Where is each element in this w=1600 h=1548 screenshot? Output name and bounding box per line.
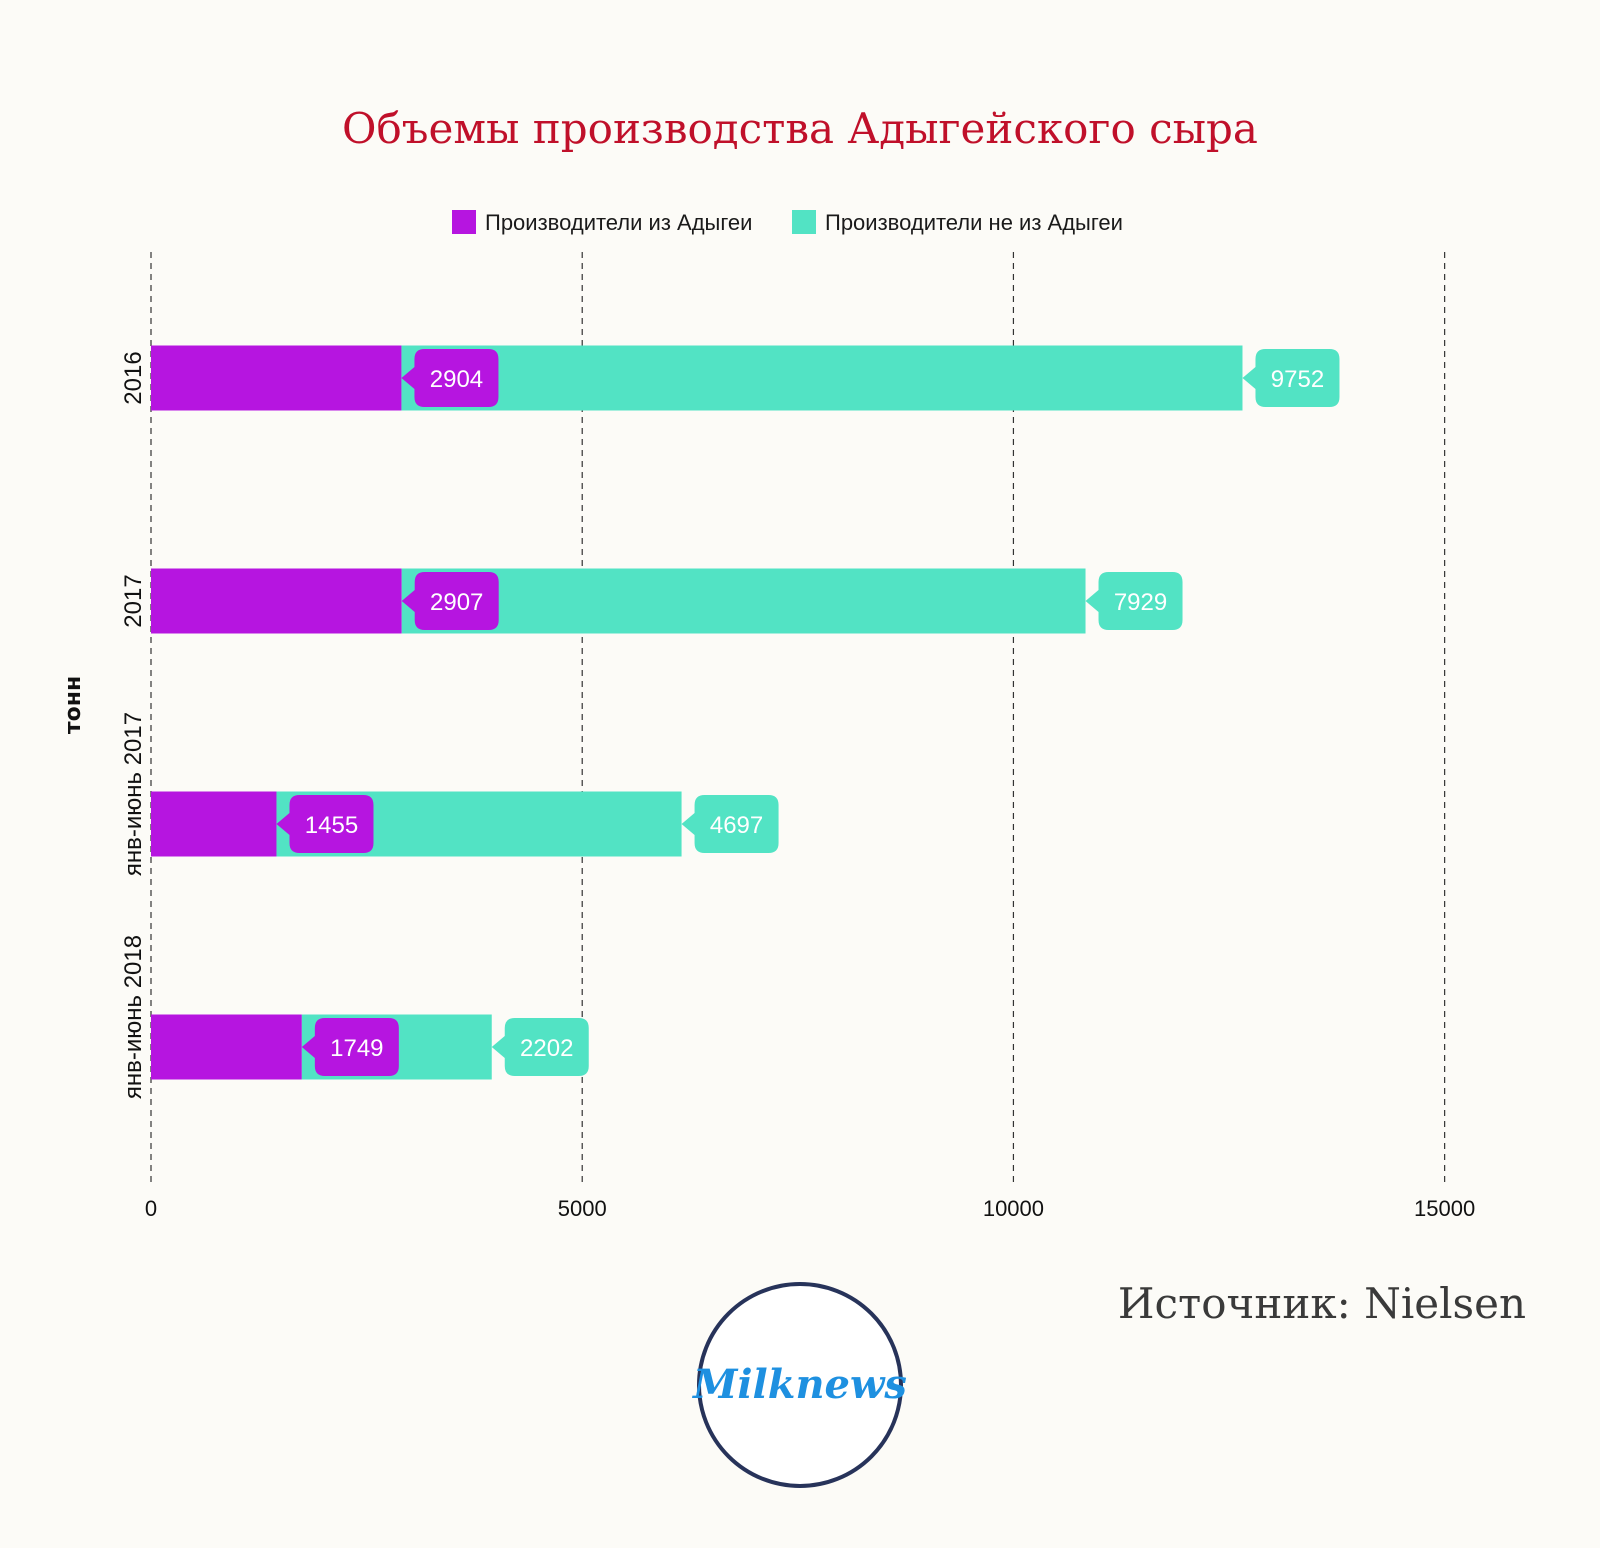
value-callout [681, 795, 779, 853]
data-label: 2904 [430, 366, 483, 393]
x-tick-label: 15000 [1414, 1196, 1475, 1221]
legend-swatch [792, 210, 816, 234]
y-category-label: янв-июнь 2017 [120, 712, 147, 876]
bar-segment [151, 791, 277, 857]
data-label: 7929 [1114, 589, 1167, 616]
value-labels: 2904 9752 2907 7929 1455 4697 1749 2202 [276, 349, 1340, 1076]
y-axis-categories: 2016 2017 янв-июнь 2017 янв-июнь 2018 [120, 351, 147, 1099]
chart-title: Объемы производства Адыгейского сыра [342, 104, 1258, 153]
value-callout [491, 1018, 589, 1076]
data-label: 9752 [1271, 366, 1324, 393]
value-callout [1085, 572, 1183, 630]
value-callout [276, 795, 374, 853]
legend-label: Производители не из Адыгеи [825, 210, 1123, 235]
y-category-label: 2016 [120, 351, 147, 404]
value-callout [401, 572, 499, 630]
data-label: 2202 [520, 1035, 573, 1062]
data-label: 1749 [330, 1035, 383, 1062]
bar-segment [401, 345, 1243, 411]
y-category-label: янв-июнь 2018 [120, 935, 147, 1099]
logo-circle [697, 1282, 903, 1488]
x-axis-ticks: 0 5000 10000 15000 [145, 1196, 1475, 1221]
x-tick-label: 0 [145, 1196, 157, 1221]
data-label: 4697 [710, 812, 763, 839]
legend: Производители из Адыгеи Производители не … [452, 210, 1123, 235]
x-tick-label: 10000 [983, 1196, 1044, 1221]
legend-swatch [452, 210, 476, 234]
bar-segment [401, 568, 1086, 634]
value-callout [301, 1018, 399, 1076]
x-tick-label: 5000 [558, 1196, 607, 1221]
data-label: 2907 [430, 589, 483, 616]
legend-label: Производители из Адыгеи [485, 210, 752, 235]
source-note: Источник: Nielsen [1118, 1279, 1526, 1328]
y-category-label: 2017 [120, 574, 147, 627]
data-label: 1455 [305, 812, 358, 839]
bars [151, 345, 1243, 1080]
value-callout [1242, 349, 1340, 407]
bar-segment [151, 345, 402, 411]
y-axis-title: тонн [61, 676, 86, 734]
logo-text: Milknews [691, 1361, 907, 1408]
bar-segment [151, 1014, 302, 1080]
milknews-logo: Milknews [691, 1282, 907, 1488]
bar-segment [151, 568, 402, 634]
value-callout [401, 349, 499, 407]
